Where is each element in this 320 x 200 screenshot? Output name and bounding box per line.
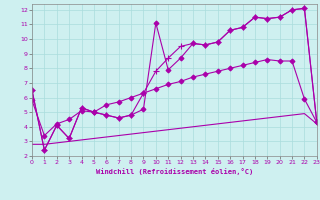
X-axis label: Windchill (Refroidissement éolien,°C): Windchill (Refroidissement éolien,°C) [96, 168, 253, 175]
